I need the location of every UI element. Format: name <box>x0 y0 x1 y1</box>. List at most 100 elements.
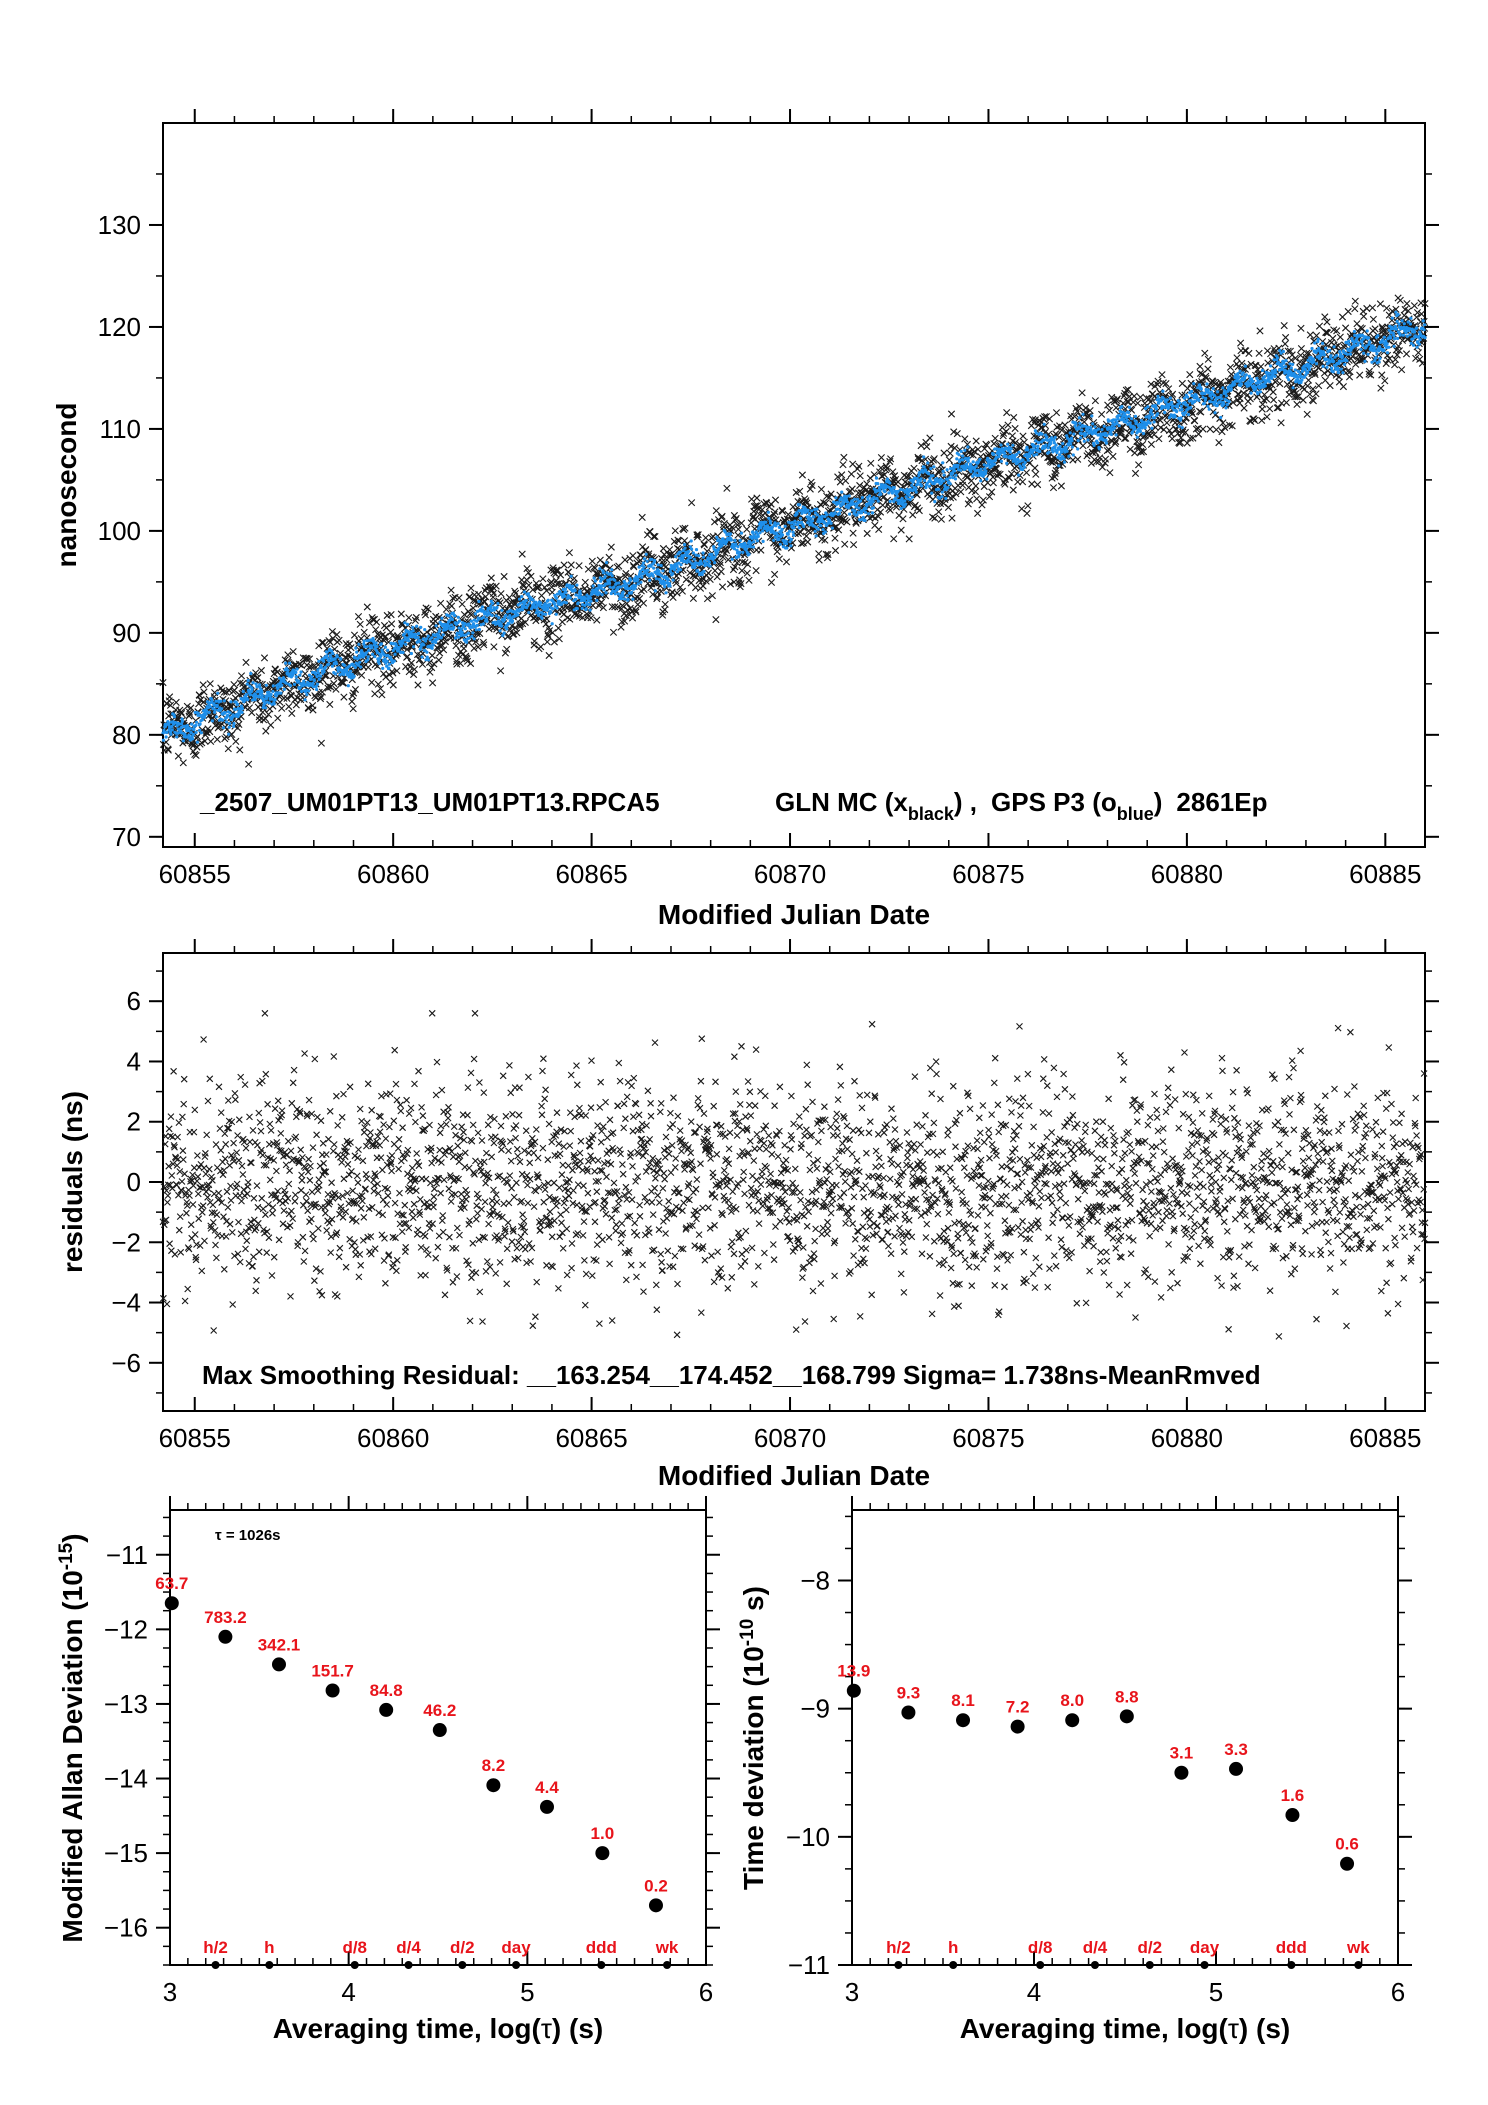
gln-point <box>560 561 568 569</box>
gps-point <box>426 634 430 638</box>
gln-point <box>200 698 208 706</box>
gln-point <box>1011 424 1019 433</box>
gps-point <box>800 511 804 515</box>
gps-point <box>457 635 461 639</box>
gps-point <box>820 514 824 518</box>
gln-point <box>1104 401 1112 409</box>
gln-point <box>1083 452 1091 460</box>
gps-point <box>526 592 531 596</box>
gln-point <box>797 528 805 536</box>
gps-point <box>963 448 967 452</box>
gps-point <box>919 484 924 488</box>
gps-point <box>1028 454 1032 458</box>
gps-point <box>460 630 464 635</box>
gln-point <box>638 513 646 521</box>
gps-point <box>871 500 875 504</box>
gps-point <box>305 692 309 697</box>
gln-point <box>394 632 402 640</box>
gln-point <box>324 682 333 690</box>
gps-point <box>919 477 923 481</box>
gps-point <box>241 689 245 694</box>
gln-point <box>201 737 209 745</box>
gln-point <box>564 568 573 576</box>
gln-point <box>944 503 952 511</box>
gln-point <box>713 573 721 581</box>
gps-point <box>802 524 806 529</box>
gln-point <box>946 449 954 457</box>
gln-point <box>480 641 488 649</box>
gps-point <box>457 619 462 623</box>
gps-point <box>472 637 476 641</box>
gps-point <box>415 624 419 628</box>
gps-point <box>253 698 257 702</box>
gps-point <box>322 670 326 674</box>
gps-point <box>829 521 833 526</box>
gps-point <box>322 659 326 663</box>
gps-point <box>931 474 935 478</box>
gps-point <box>387 662 391 666</box>
gps-point <box>405 622 410 627</box>
gps-point <box>1053 435 1057 439</box>
gln-point <box>378 691 386 699</box>
gps-point <box>411 625 415 630</box>
gps-point <box>1072 432 1076 436</box>
gln-point <box>712 507 720 515</box>
gps-point <box>907 493 911 497</box>
gps-point <box>589 596 593 600</box>
gln-point <box>254 674 262 682</box>
gln-point <box>460 611 468 619</box>
gps-point <box>855 497 860 501</box>
gps-point <box>518 601 523 605</box>
gps-point <box>476 617 481 621</box>
gln-point <box>1112 404 1120 412</box>
gps-point <box>549 610 553 614</box>
gps-point <box>245 682 249 686</box>
gln-point <box>226 702 234 711</box>
gln-point <box>1131 449 1139 457</box>
gln-point <box>815 550 823 558</box>
gps-point <box>617 581 621 585</box>
gps-point <box>564 601 568 605</box>
gps-point <box>237 712 241 717</box>
gln-point <box>427 625 435 633</box>
gps-point <box>689 556 693 560</box>
gps-point <box>747 552 751 556</box>
gln-point <box>435 656 443 664</box>
gln-point <box>317 693 325 701</box>
gps-point <box>955 457 959 461</box>
gps-point <box>1021 458 1025 462</box>
gln-point <box>207 737 215 745</box>
gln-point <box>267 721 275 729</box>
gps-point <box>485 619 489 623</box>
gps-point <box>437 630 441 634</box>
gps-point <box>837 501 841 505</box>
gln-point <box>565 549 573 557</box>
gln-point <box>469 604 477 612</box>
gps-point <box>701 551 705 555</box>
gps-point <box>282 687 286 692</box>
gps-point <box>671 572 675 576</box>
gln-point <box>882 462 890 470</box>
gln-point <box>598 598 606 606</box>
gln-point <box>309 706 317 714</box>
gln-point <box>350 689 358 697</box>
gln-point <box>745 576 753 584</box>
gps-point <box>430 636 434 640</box>
gln-point <box>206 680 214 688</box>
gln-point <box>1206 425 1214 433</box>
gps-point <box>953 469 957 473</box>
gln-point <box>621 556 629 564</box>
gln-point <box>1269 388 1277 396</box>
gps-point <box>948 476 952 480</box>
gln-point <box>537 643 545 651</box>
gps-point <box>164 735 168 739</box>
gps-point <box>888 481 892 485</box>
gps-point <box>198 722 202 726</box>
gps-point <box>761 539 765 544</box>
gln-point <box>414 681 422 689</box>
gln-point <box>1297 324 1305 332</box>
gps-point <box>412 645 416 649</box>
gln-point <box>455 594 463 602</box>
gps-point <box>979 479 983 483</box>
gps-point <box>926 461 930 465</box>
